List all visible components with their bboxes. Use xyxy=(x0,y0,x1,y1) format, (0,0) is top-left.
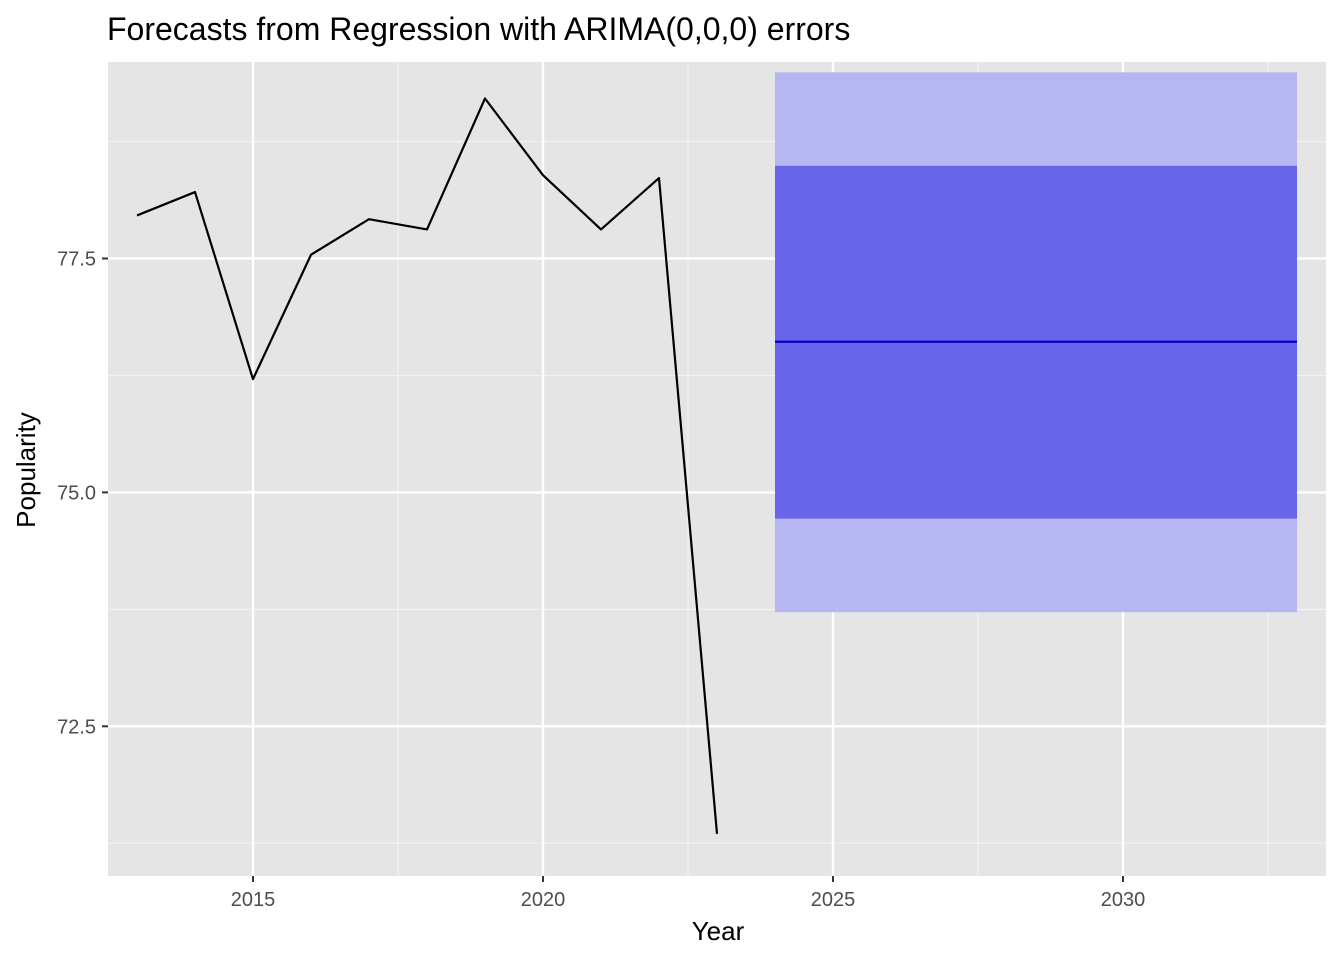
x-tick-label: 2030 xyxy=(1101,889,1146,911)
observed-series-line xyxy=(136,97,719,834)
x-tick-label: 2025 xyxy=(811,889,856,911)
y-tick-label: 77.5 xyxy=(57,248,96,270)
series-lines xyxy=(136,97,1297,834)
x-axis-title: Year xyxy=(692,916,745,946)
y-tick-label: 72.5 xyxy=(57,716,96,738)
x-axis: 2015 2020 2025 2030 xyxy=(231,876,1146,911)
y-axis: 72.5 75.0 77.5 xyxy=(57,248,108,738)
y-tick-label: 75.0 xyxy=(57,482,96,504)
y-axis-title: Popularity xyxy=(11,412,41,528)
x-tick-label: 2015 xyxy=(231,889,276,911)
x-tick-label: 2020 xyxy=(521,889,566,911)
chart-title: Forecasts from Regression with ARIMA(0,0… xyxy=(107,11,850,47)
